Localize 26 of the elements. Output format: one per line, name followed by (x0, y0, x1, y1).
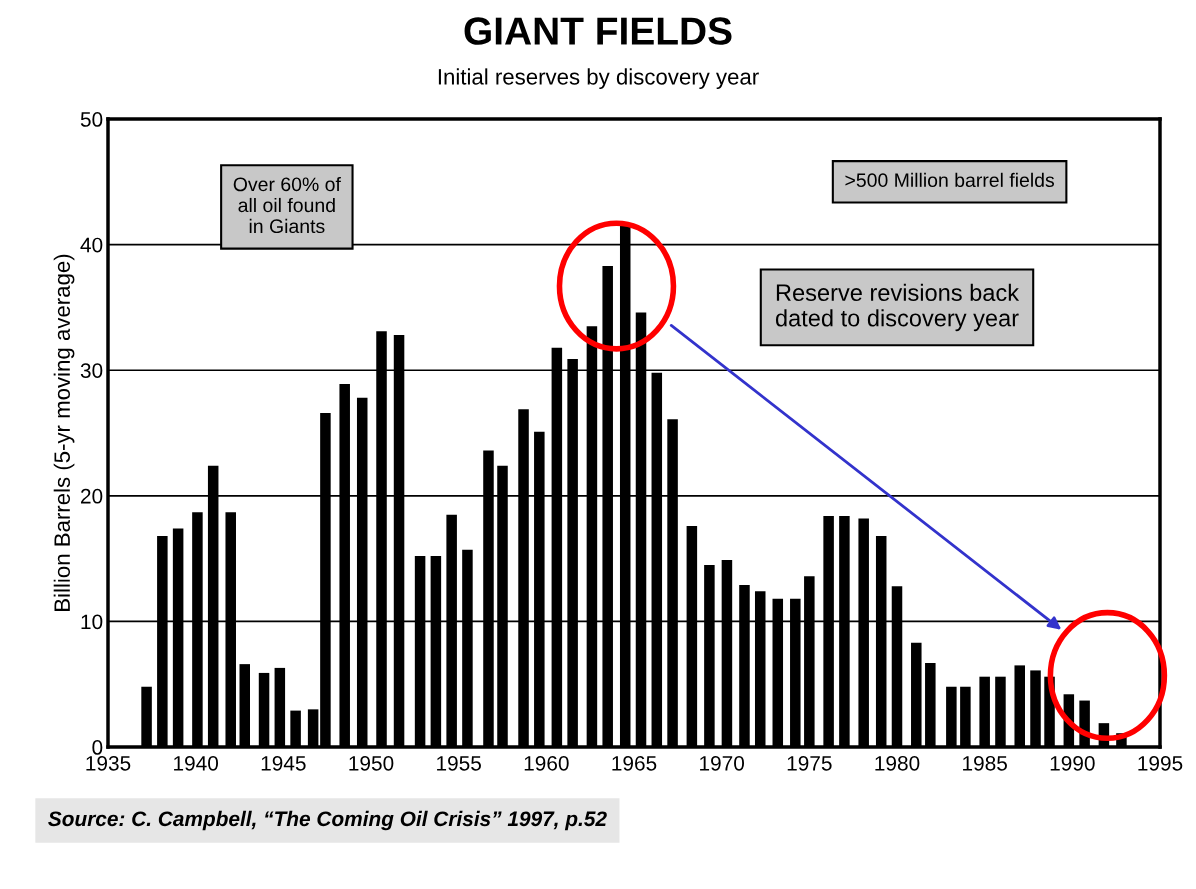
annotation: Reserve revisions back dated to discovery year (775, 283, 1020, 332)
y-tick-label: 30 (80, 363, 103, 378)
y-tick-label: 10 (81, 614, 103, 630)
x-tick-label: 1960 (524, 755, 569, 771)
annotation: Over 60% of all oil found in Giants (233, 176, 341, 234)
y-tick-label: 50 (80, 112, 103, 127)
x-tick-label: 1985 (963, 755, 1007, 771)
x-tick-label: 1940 (174, 755, 219, 771)
x-tick-label: 1990 (1050, 755, 1095, 771)
x-tick-label: 1975 (787, 755, 832, 771)
x-tick-label: 1955 (437, 755, 481, 771)
x-tick-label: 1935 (86, 755, 131, 771)
x-tick-label: 1970 (700, 755, 745, 771)
chart-subtitle: Initial reserves by discovery year (438, 68, 759, 90)
x-tick-label: 1950 (349, 755, 394, 771)
y-axis-title: Billion Barrels (5-yr moving average) (53, 254, 75, 611)
x-tick-label: 1995 (1138, 755, 1183, 771)
annotation: >500 Million barrel fields (845, 172, 1055, 188)
source-note: Source: C. Campbell, “The Coming Oil Crisis” 1997, p.52 (48, 810, 607, 831)
x-tick-label: 1945 (261, 755, 306, 771)
y-tick-label: 40 (80, 237, 103, 253)
chart-title: GIANT FIELDS (464, 17, 732, 45)
y-tick-label: 0 (92, 740, 103, 755)
y-tick-label: 20 (81, 488, 103, 504)
x-tick-label: 1980 (875, 755, 920, 771)
x-tick-label: 1965 (612, 755, 657, 771)
